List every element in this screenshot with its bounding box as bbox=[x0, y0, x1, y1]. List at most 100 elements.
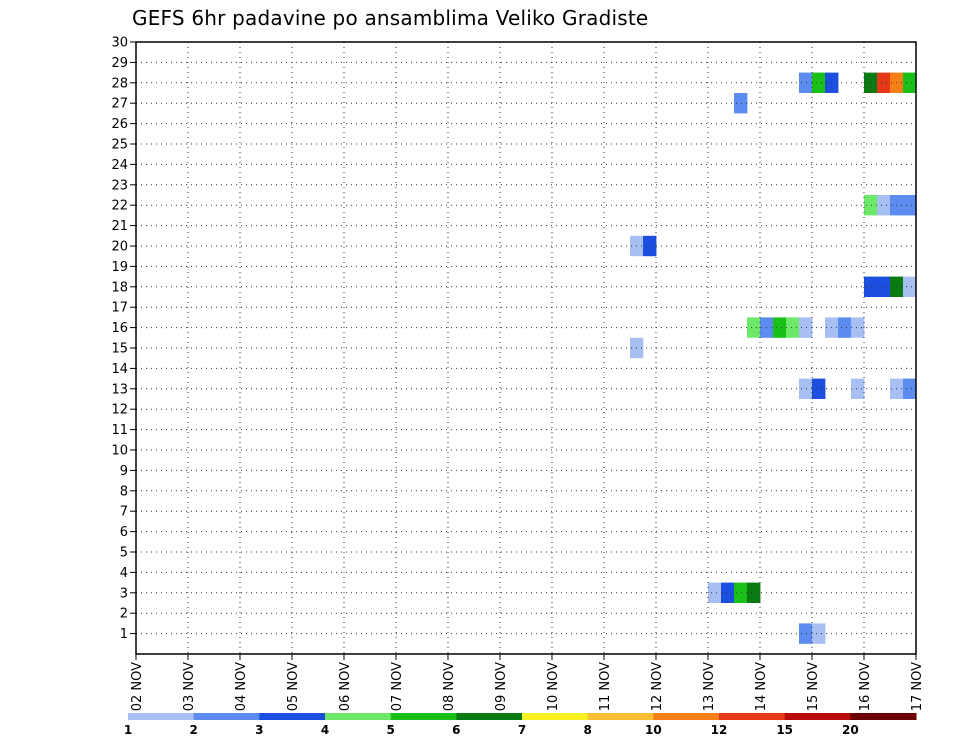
colorbar-label: 3 bbox=[255, 723, 263, 737]
y-tick-label: 5 bbox=[120, 546, 128, 561]
heatmap-cell bbox=[734, 582, 748, 603]
heatmap-cell bbox=[812, 623, 826, 644]
heatmap-cell bbox=[864, 276, 878, 297]
heatmap-cell bbox=[799, 378, 813, 399]
heatmap-cell bbox=[747, 582, 761, 603]
heatmap-cell bbox=[799, 72, 813, 93]
heatmap-cell bbox=[799, 317, 813, 338]
x-tick-label: 10 NOV bbox=[546, 662, 561, 711]
x-tick-label: 13 NOV bbox=[702, 662, 717, 711]
x-tick-label: 05 NOV bbox=[286, 662, 301, 711]
colorbar-label: 2 bbox=[189, 723, 197, 737]
x-tick-label: 09 NOV bbox=[494, 662, 509, 711]
heatmap-cell bbox=[877, 276, 891, 297]
heatmap-cell bbox=[708, 582, 722, 603]
y-tick-label: 15 bbox=[111, 342, 128, 357]
heatmap-cell bbox=[903, 72, 917, 93]
heatmap-cell bbox=[903, 276, 917, 297]
x-tick-label: 17 NOV bbox=[910, 662, 925, 711]
colorbar-segment bbox=[522, 713, 589, 720]
x-tick-label: 14 NOV bbox=[754, 662, 769, 711]
x-tick-label: 03 NOV bbox=[182, 662, 197, 711]
y-tick-label: 4 bbox=[120, 566, 128, 581]
heatmap-cell bbox=[786, 317, 800, 338]
x-tick-label: 07 NOV bbox=[390, 662, 405, 711]
y-tick-label: 16 bbox=[111, 321, 128, 336]
colorbar-label: 8 bbox=[583, 723, 591, 737]
heatmap-cell bbox=[812, 378, 826, 399]
y-tick-label: 23 bbox=[111, 178, 128, 193]
heatmap-cell bbox=[877, 72, 891, 93]
y-tick-label: 6 bbox=[120, 525, 128, 540]
y-tick-label: 17 bbox=[111, 301, 128, 316]
y-tick-label: 20 bbox=[111, 240, 128, 255]
heatmap-cell bbox=[851, 317, 865, 338]
y-tick-label: 27 bbox=[111, 97, 128, 112]
colorbar-segment bbox=[325, 713, 392, 720]
y-tick-label: 18 bbox=[111, 280, 128, 295]
heatmap-cell bbox=[643, 235, 657, 257]
colorbar-label: 7 bbox=[518, 723, 526, 737]
heatmap-cell bbox=[747, 317, 761, 338]
y-tick-label: 3 bbox=[120, 586, 128, 601]
y-tick-label: 25 bbox=[111, 138, 128, 153]
heatmap-cell bbox=[851, 378, 865, 399]
x-tick-label: 16 NOV bbox=[858, 662, 873, 711]
y-tick-label: 22 bbox=[111, 199, 128, 214]
heatmap-cell bbox=[838, 317, 852, 338]
y-tick-label: 12 bbox=[111, 403, 128, 418]
colorbar-segment bbox=[456, 713, 523, 720]
chart-title: GEFS 6hr padavine po ansamblima Veliko G… bbox=[132, 6, 649, 30]
y-tick-label: 9 bbox=[120, 464, 128, 479]
heatmap-cell bbox=[903, 378, 917, 399]
y-tick-label: 1 bbox=[120, 627, 128, 642]
colorbar-segment bbox=[719, 713, 786, 720]
colorbar-label: 1 bbox=[124, 723, 132, 737]
y-tick-label: 30 bbox=[111, 36, 128, 51]
y-tick-label: 2 bbox=[120, 607, 128, 622]
y-tick-label: 21 bbox=[111, 219, 128, 234]
colorbar-segment bbox=[784, 713, 851, 720]
colorbar-label: 15 bbox=[776, 723, 793, 737]
x-tick-label: 02 NOV bbox=[130, 662, 145, 711]
colorbar-label: 12 bbox=[711, 723, 728, 737]
heatmap-cell bbox=[799, 623, 813, 644]
heatmap-cell bbox=[773, 317, 787, 338]
heatmap-cell bbox=[864, 195, 878, 216]
colorbar-segment bbox=[850, 713, 917, 720]
colorbar-label: 10 bbox=[645, 723, 662, 737]
y-tick-label: 14 bbox=[111, 362, 128, 377]
x-tick-label: 08 NOV bbox=[442, 662, 457, 711]
colorbar-segment bbox=[653, 713, 720, 720]
x-tick-label: 12 NOV bbox=[650, 662, 665, 711]
y-tick-label: 28 bbox=[111, 76, 128, 91]
colorbar-label: 4 bbox=[321, 723, 329, 737]
y-tick-label: 19 bbox=[111, 260, 128, 275]
x-tick-label: 04 NOV bbox=[234, 662, 249, 711]
colorbar-label: 5 bbox=[386, 723, 394, 737]
y-tick-label: 26 bbox=[111, 117, 128, 132]
heatmap-cell bbox=[877, 195, 891, 216]
y-tick-label: 11 bbox=[111, 423, 128, 438]
y-tick-label: 13 bbox=[111, 382, 128, 397]
y-tick-label: 24 bbox=[111, 158, 128, 173]
colorbar-segment bbox=[587, 713, 654, 720]
colorbar-label: 20 bbox=[842, 723, 859, 737]
colorbar-segment bbox=[390, 713, 457, 720]
heatmap-cell bbox=[903, 195, 917, 216]
colorbar-segment bbox=[259, 713, 326, 720]
x-tick-label: 11 NOV bbox=[598, 662, 613, 711]
heatmap-cell bbox=[721, 582, 735, 603]
heatmap-cell bbox=[864, 72, 878, 93]
x-tick-label: 15 NOV bbox=[806, 662, 821, 711]
y-tick-label: 7 bbox=[120, 505, 128, 520]
y-tick-label: 8 bbox=[120, 484, 128, 499]
colorbar-segment bbox=[193, 713, 260, 720]
colorbar-label: 6 bbox=[452, 723, 460, 737]
x-tick-label: 06 NOV bbox=[338, 662, 353, 711]
colorbar-segment bbox=[128, 713, 195, 720]
y-tick-label: 29 bbox=[111, 56, 128, 71]
heatmap-cell bbox=[734, 93, 748, 114]
heatmap-cell bbox=[812, 72, 826, 93]
